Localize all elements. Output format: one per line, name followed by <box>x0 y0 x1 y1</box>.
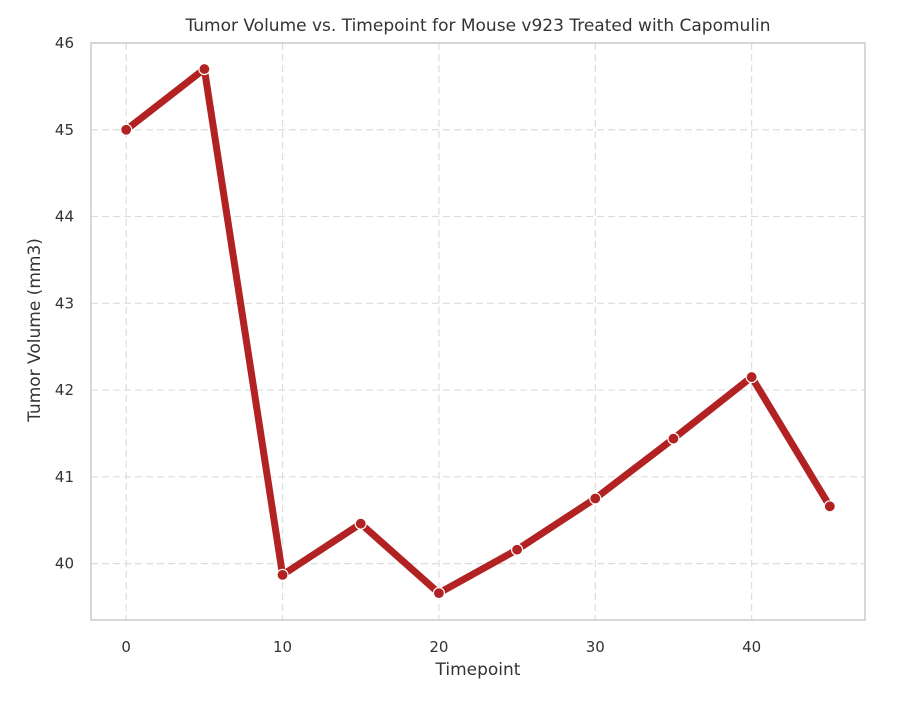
y-tick-label: 45 <box>55 121 74 139</box>
x-tick-label: 20 <box>429 638 448 656</box>
data-point <box>276 568 289 581</box>
data-point <box>823 500 836 513</box>
data-point <box>667 432 680 445</box>
y-tick-label: 40 <box>55 555 74 573</box>
data-point <box>354 517 367 530</box>
y-tick-label: 43 <box>55 294 74 312</box>
series-layer <box>120 62 836 600</box>
chart-title: Tumor Volume vs. Timepoint for Mouse v92… <box>184 16 770 36</box>
y-tick-label: 46 <box>55 34 74 52</box>
x-tick-label: 10 <box>273 638 292 656</box>
x-axis-label: Timepoint <box>435 660 521 680</box>
data-point <box>198 62 211 76</box>
y-axis-ticks: 40 41 42 43 44 45 46 <box>55 34 74 573</box>
data-point <box>510 543 524 556</box>
series-line <box>124 65 833 597</box>
x-tick-label: 30 <box>586 638 605 656</box>
y-axis-label: Tumor Volume (mm3) <box>25 238 45 423</box>
grid <box>91 42 865 620</box>
x-axis-ticks: 0 10 20 30 40 <box>121 638 761 656</box>
y-tick-label: 42 <box>55 381 74 399</box>
data-point <box>589 492 602 505</box>
y-tick-label: 44 <box>55 208 74 226</box>
data-point <box>432 587 446 600</box>
data-point <box>745 370 758 384</box>
plot-frame <box>90 42 866 621</box>
y-tick-label: 41 <box>55 468 74 486</box>
x-tick-label: 0 <box>121 638 131 656</box>
x-tick-label: 40 <box>742 638 761 656</box>
data-point <box>120 123 133 136</box>
